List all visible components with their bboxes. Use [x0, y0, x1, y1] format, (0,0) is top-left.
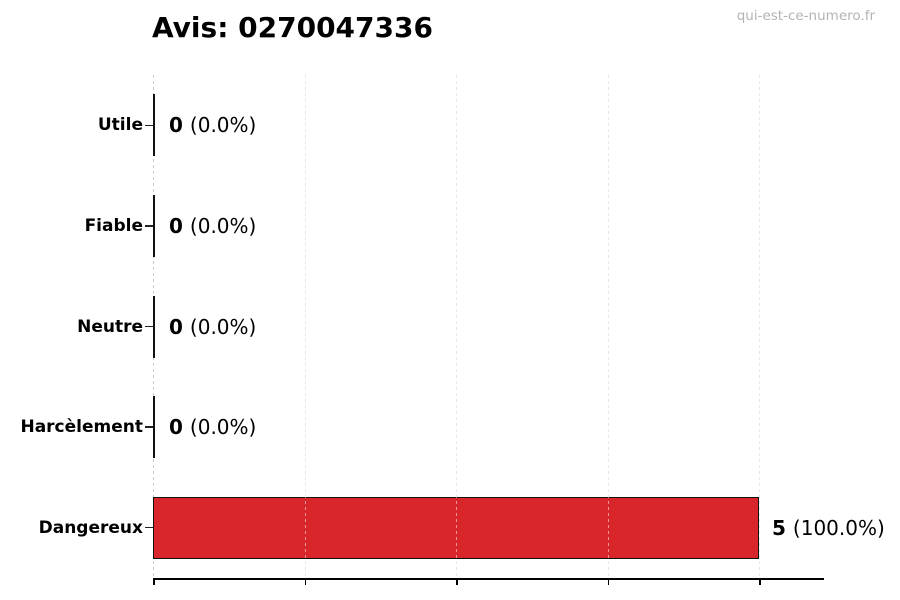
y-tick — [145, 426, 153, 428]
value-label-fiable: 0 (0.0%) — [169, 212, 256, 240]
value-percent: (0.0%) — [189, 314, 257, 339]
gridline-overlay — [759, 75, 761, 578]
value-count: 0 — [169, 314, 183, 339]
x-axis — [153, 578, 824, 580]
value-label-neutre: 0 (0.0%) — [169, 313, 256, 341]
bar-harcelement — [153, 396, 155, 459]
category-label-neutre: Neutre — [77, 316, 143, 337]
x-axis-tick — [759, 578, 761, 585]
y-tick — [145, 124, 153, 127]
category-label-fiable: Fiable — [84, 215, 143, 236]
value-count: 0 — [169, 113, 183, 138]
value-label-harcelement: 0 (0.0%) — [169, 413, 256, 441]
gridline-overlay — [607, 75, 609, 578]
category-label-dangereux: Dangereux — [38, 517, 143, 538]
gridline-overlay — [304, 75, 306, 578]
bar-fiable — [153, 194, 155, 257]
value-count: 5 — [772, 515, 786, 540]
value-percent: (0.0%) — [189, 415, 257, 440]
bar-utile — [153, 94, 155, 157]
y-tick — [145, 526, 153, 529]
watermark: qui-est-ce-numero.fr — [736, 8, 875, 24]
bar-neutre — [153, 295, 155, 358]
y-tick — [145, 325, 153, 328]
y-tick — [145, 225, 153, 227]
value-label-dangereux: 5 (100.0%) — [772, 514, 885, 542]
value-percent: (0.0%) — [189, 113, 257, 138]
gridline-overlay — [456, 75, 458, 578]
value-label-utile: 0 (0.0%) — [169, 111, 256, 139]
value-percent: (100.0%) — [792, 515, 885, 540]
x-axis-tick — [304, 578, 307, 585]
value-count: 0 — [169, 213, 183, 238]
x-axis-tick — [153, 578, 155, 585]
category-label-harcelement: Harcèlement — [20, 417, 143, 438]
value-count: 0 — [169, 415, 183, 440]
x-axis-tick — [456, 578, 458, 585]
category-label-utile: Utile — [97, 115, 143, 136]
chart-title: Avis: 0270047336 — [152, 11, 433, 44]
x-axis-tick — [607, 578, 610, 585]
value-percent: (0.0%) — [189, 213, 257, 238]
bar-dangereux — [153, 496, 759, 559]
